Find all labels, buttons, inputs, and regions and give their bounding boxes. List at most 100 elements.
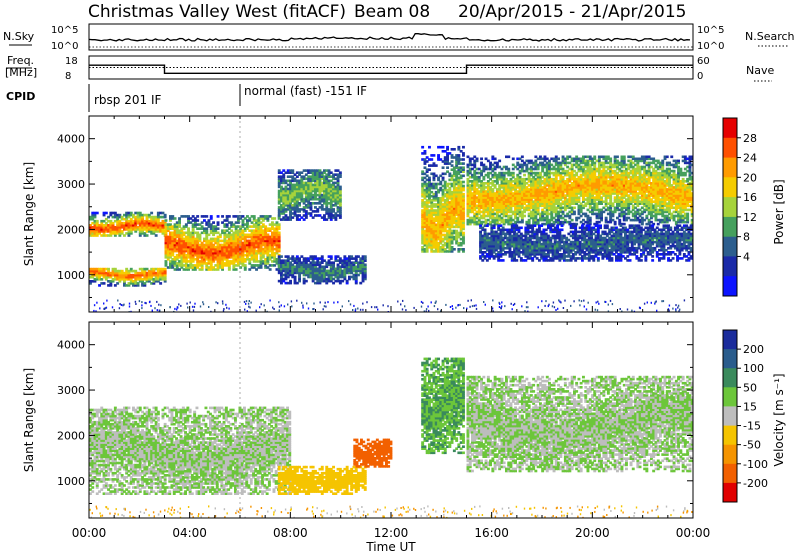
power-cell	[323, 267, 326, 271]
power-cell	[616, 198, 619, 201]
power-cell	[434, 215, 438, 218]
power-cell	[352, 263, 356, 267]
power-cell	[498, 171, 502, 175]
power-cell	[316, 202, 320, 205]
power-cell	[541, 198, 545, 201]
power-cell	[102, 275, 106, 279]
power-cell	[545, 210, 549, 214]
power-cell	[620, 208, 624, 212]
power-cell	[529, 206, 533, 210]
power-cell	[343, 265, 347, 269]
power-cell	[534, 180, 538, 183]
power-cell	[107, 275, 110, 279]
power-cell	[534, 198, 538, 201]
power-cell	[259, 227, 263, 230]
power-cell	[268, 227, 272, 230]
power-cell	[193, 251, 197, 255]
power-cell	[257, 239, 261, 243]
power-cell	[452, 209, 456, 212]
power-cell	[145, 213, 149, 217]
power-cell	[505, 155, 508, 159]
power-cell	[557, 222, 560, 226]
power-cell	[232, 243, 236, 247]
power-cell	[577, 196, 581, 199]
power-cell	[577, 200, 581, 203]
power-cell	[116, 232, 120, 235]
power-cell	[207, 249, 211, 253]
power-cell	[178, 268, 181, 271]
power-cell	[437, 217, 440, 220]
power-cell	[550, 222, 554, 226]
power-cell	[611, 190, 615, 193]
power-cell	[448, 229, 452, 233]
power-cell	[616, 208, 619, 212]
power-cell	[457, 184, 461, 188]
power-cell	[450, 192, 454, 196]
power-cell	[606, 171, 610, 175]
power-cell	[616, 159, 619, 163]
power-cell	[336, 191, 340, 195]
power-cell	[261, 217, 265, 220]
power-cell	[198, 264, 202, 267]
power-cell	[239, 227, 243, 230]
power-cell	[241, 251, 245, 255]
power-cell	[579, 177, 583, 181]
power-cell	[214, 225, 218, 228]
power-cell	[609, 171, 613, 175]
power-cell	[221, 229, 224, 232]
power-cell	[618, 188, 622, 191]
power-cell	[237, 217, 240, 220]
power-cell	[291, 187, 295, 191]
power-cell	[271, 256, 274, 259]
power-cell	[198, 260, 202, 263]
power-cell	[241, 223, 245, 226]
power-cell	[320, 277, 324, 281]
power-cell	[477, 206, 481, 210]
power-cell	[118, 278, 122, 281]
power-cell	[511, 198, 515, 201]
power-cell	[525, 190, 529, 193]
power-cell	[593, 155, 597, 159]
power-cell	[203, 239, 206, 243]
power-cell	[561, 202, 565, 205]
power-cell	[293, 259, 297, 262]
power-cell	[156, 269, 160, 273]
power-cell	[507, 188, 511, 191]
power-cell	[498, 216, 502, 220]
power-cell	[141, 278, 144, 281]
power-cell	[441, 215, 445, 218]
power-cell	[495, 192, 499, 195]
power-cell	[341, 279, 345, 283]
power-cell	[604, 184, 608, 187]
power-cell	[452, 170, 456, 173]
power-cell	[320, 216, 324, 219]
power-cell	[430, 213, 434, 216]
power-cell	[432, 221, 436, 225]
power-cell	[320, 185, 324, 189]
power-cell	[486, 210, 490, 214]
power-cell	[534, 188, 538, 191]
power-cell	[446, 199, 449, 202]
power-cell	[175, 268, 179, 271]
power-cell	[325, 197, 329, 201]
power-cell	[428, 209, 431, 212]
power-cell	[187, 227, 190, 230]
power-cell	[284, 267, 288, 271]
power-cell	[293, 189, 297, 193]
power-cell	[289, 214, 292, 217]
power-cell	[421, 213, 425, 216]
power-cell	[169, 227, 172, 230]
power-cell	[212, 221, 215, 224]
power-cell	[209, 215, 213, 218]
power-cell	[363, 255, 367, 258]
power-cell	[484, 182, 488, 185]
power-cell	[102, 224, 106, 227]
power-cell	[261, 231, 265, 235]
power-cell	[432, 229, 436, 233]
power-cell	[141, 228, 144, 231]
power-cell	[441, 233, 445, 237]
power-cell	[439, 182, 443, 186]
power-cell	[437, 205, 440, 208]
power-cell	[127, 228, 131, 231]
power-cell	[570, 198, 574, 201]
